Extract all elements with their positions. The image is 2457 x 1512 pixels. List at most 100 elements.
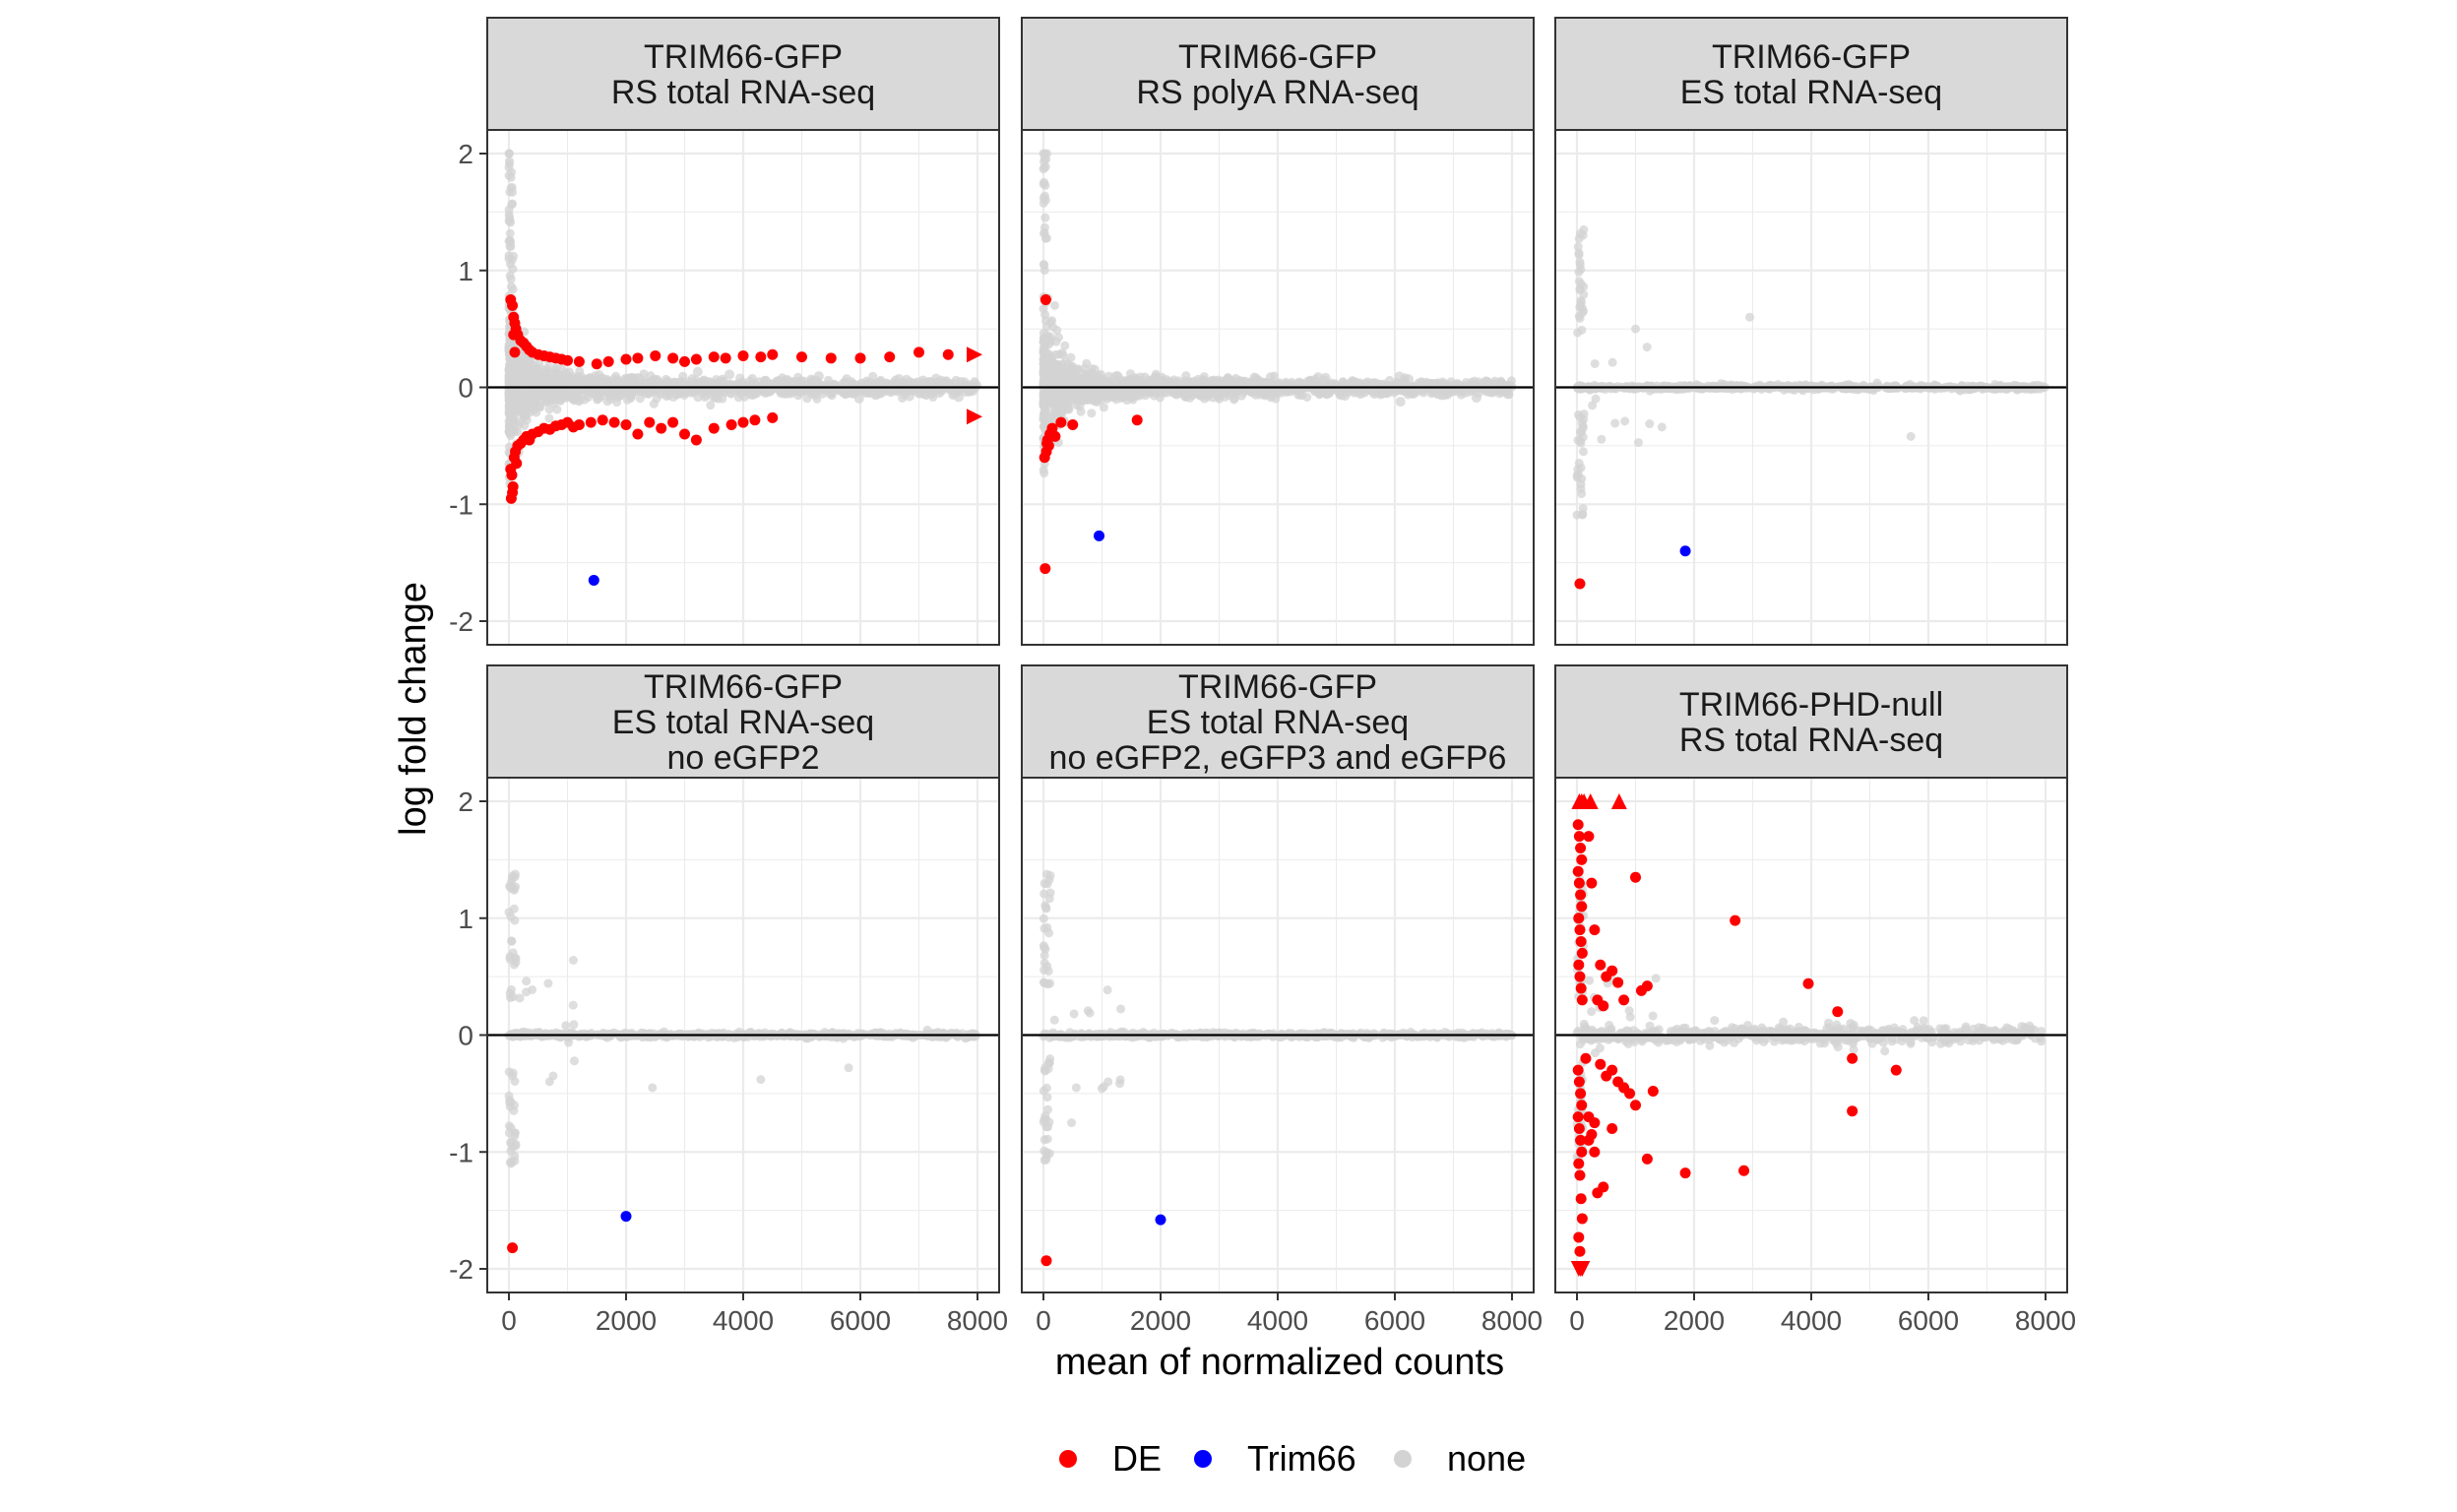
none-point	[561, 1021, 571, 1031]
de-triangle	[967, 409, 983, 425]
none-point	[1576, 279, 1586, 288]
none-point	[544, 413, 554, 423]
y-tick-label: -1	[449, 489, 473, 520]
none-point	[519, 404, 529, 413]
none-point	[1375, 389, 1386, 400]
x-tick-label: 4000	[713, 1305, 774, 1336]
none-point	[667, 391, 678, 402]
none-point	[1283, 380, 1293, 391]
facet-title-line: TRIM66-GFP	[1178, 668, 1377, 706]
none-point	[1590, 358, 1600, 368]
none-point	[1323, 387, 1334, 398]
none-point	[506, 237, 516, 247]
none-point	[587, 1028, 597, 1038]
none-point	[505, 228, 515, 238]
none-point	[1050, 300, 1060, 310]
none-point	[507, 282, 517, 291]
none-point	[1745, 312, 1755, 322]
none-point	[1588, 401, 1598, 410]
de-point	[1041, 438, 1053, 449]
de-point	[591, 358, 602, 370]
none-point	[1087, 409, 1097, 418]
none-point	[505, 271, 515, 281]
none-point	[639, 369, 649, 379]
none-point	[507, 936, 517, 946]
none-point	[953, 392, 964, 403]
none-point	[1040, 213, 1050, 222]
none-point	[540, 375, 551, 386]
none-point	[504, 149, 514, 158]
none-point	[507, 1157, 517, 1166]
none-point	[515, 1029, 525, 1039]
none-point	[1309, 384, 1320, 395]
none-point	[568, 956, 578, 965]
none-point	[1611, 384, 1621, 394]
none-point	[1471, 393, 1481, 404]
none-point	[1607, 357, 1617, 367]
de-point	[511, 458, 523, 470]
none-point	[693, 392, 704, 403]
none-point	[1394, 371, 1405, 382]
none-point	[724, 369, 735, 380]
none-point	[510, 1128, 520, 1138]
none-point	[744, 376, 755, 387]
none-point	[1957, 381, 1967, 391]
de-point	[656, 422, 667, 434]
none-point	[1620, 416, 1630, 426]
de-point	[737, 416, 749, 428]
none-point	[646, 1029, 656, 1039]
none-point	[1129, 391, 1140, 402]
none-point	[508, 1142, 518, 1152]
none-point	[1578, 509, 1588, 519]
none-point	[1631, 324, 1640, 334]
none-point	[507, 200, 517, 210]
none-point	[1578, 423, 1588, 433]
none-point	[1573, 410, 1583, 419]
none-point	[853, 393, 864, 404]
none-point	[940, 377, 951, 388]
de-point	[562, 354, 573, 366]
none-point	[1039, 359, 1048, 369]
none-point	[1355, 387, 1366, 398]
none-point	[504, 908, 514, 917]
none-point	[1184, 381, 1195, 392]
none-point	[844, 1063, 853, 1073]
facet-title-line: TRIM66-GFP	[1178, 38, 1377, 76]
de-point	[1040, 563, 1051, 575]
de-point	[796, 351, 807, 363]
none-point	[782, 388, 792, 399]
de-point	[884, 351, 896, 363]
none-point	[810, 390, 821, 401]
none-point	[706, 401, 716, 410]
none-point	[772, 380, 783, 391]
y-tick-label: -1	[449, 1137, 473, 1167]
none-point	[515, 993, 525, 1003]
none-point	[610, 378, 621, 389]
x-tick-label: 8000	[947, 1305, 1008, 1336]
none-point	[635, 394, 645, 404]
none-point	[850, 384, 861, 395]
de-point	[632, 428, 644, 440]
de-point	[1067, 419, 1079, 430]
none-point	[1045, 318, 1055, 328]
none-point	[1039, 465, 1048, 474]
de-point	[597, 414, 608, 426]
none-point	[505, 213, 515, 222]
de-point	[650, 349, 662, 361]
none-point	[1173, 384, 1184, 395]
de-point	[585, 416, 597, 428]
none-point	[813, 371, 824, 382]
none-point	[1220, 391, 1230, 402]
none-point	[1048, 410, 1058, 420]
de-point	[679, 428, 690, 440]
none-point	[1573, 465, 1583, 474]
none-point	[601, 378, 612, 389]
none-point	[506, 183, 516, 193]
y-tick-label: 0	[458, 373, 473, 404]
none-point	[1040, 334, 1050, 344]
none-point	[528, 984, 537, 994]
